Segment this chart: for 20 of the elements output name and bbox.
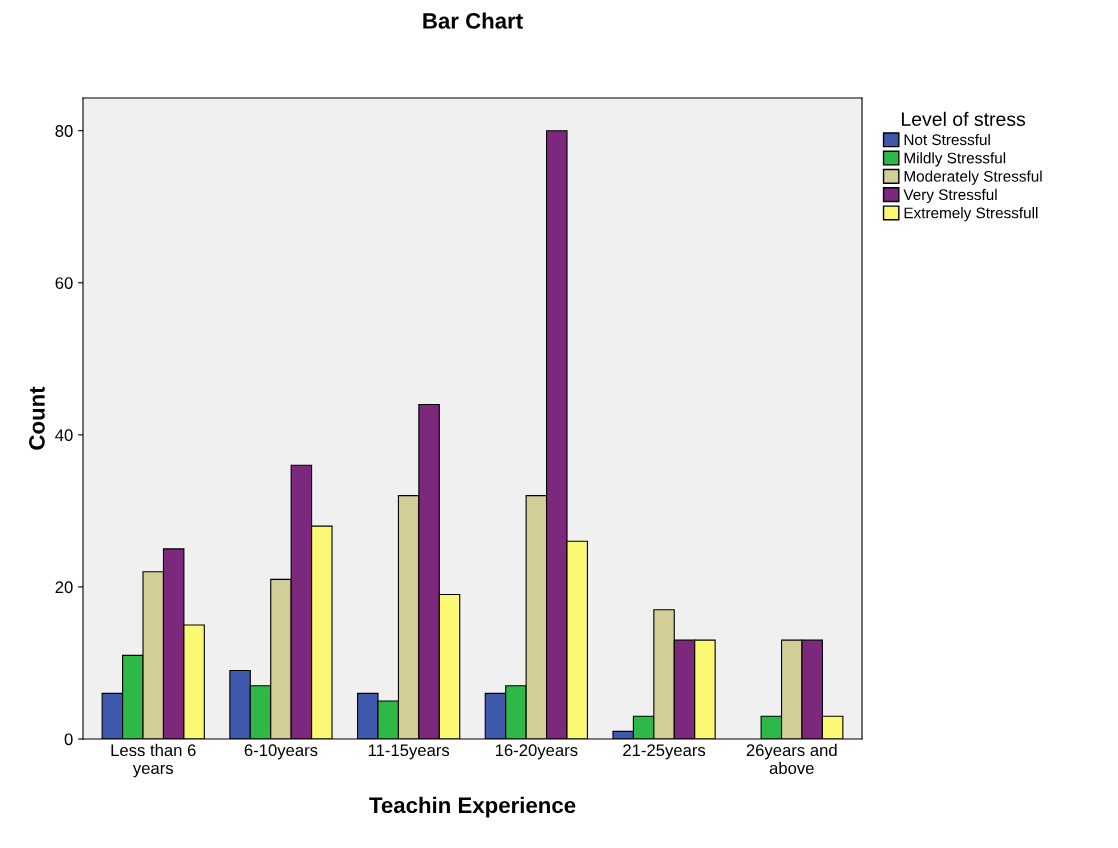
chart-title: Bar Chart xyxy=(423,12,523,29)
y-axis-title: Count xyxy=(29,386,45,450)
x-tick-label: 21-25years xyxy=(623,744,706,760)
x-tick-label: 16-20years xyxy=(495,744,578,760)
x-tick-label: Less than 6 years xyxy=(111,743,196,778)
y-tick-label: 20 xyxy=(55,581,73,594)
y-tick-label: 0 xyxy=(64,733,73,746)
legend-label: Moderately Stressful xyxy=(904,170,1042,185)
x-tick-label: 11-15years xyxy=(368,744,450,760)
x-tick-label: 6-10years xyxy=(244,744,318,760)
x-axis-title: Teachin Experience xyxy=(369,796,576,818)
x-tick-label: 26years and above xyxy=(746,743,837,775)
legend-title: Level of stress xyxy=(902,111,1026,127)
legend-label: Not Stressful xyxy=(904,133,990,146)
legend-label: Mildly Stressful xyxy=(904,152,1006,167)
y-tick-label: 60 xyxy=(55,277,73,289)
legend-label: Extremely Stressfull xyxy=(904,207,1038,222)
y-tick-label: 40 xyxy=(55,429,73,442)
legend-label: Very Stressful xyxy=(903,188,997,204)
y-tick-label: 80 xyxy=(55,125,73,137)
